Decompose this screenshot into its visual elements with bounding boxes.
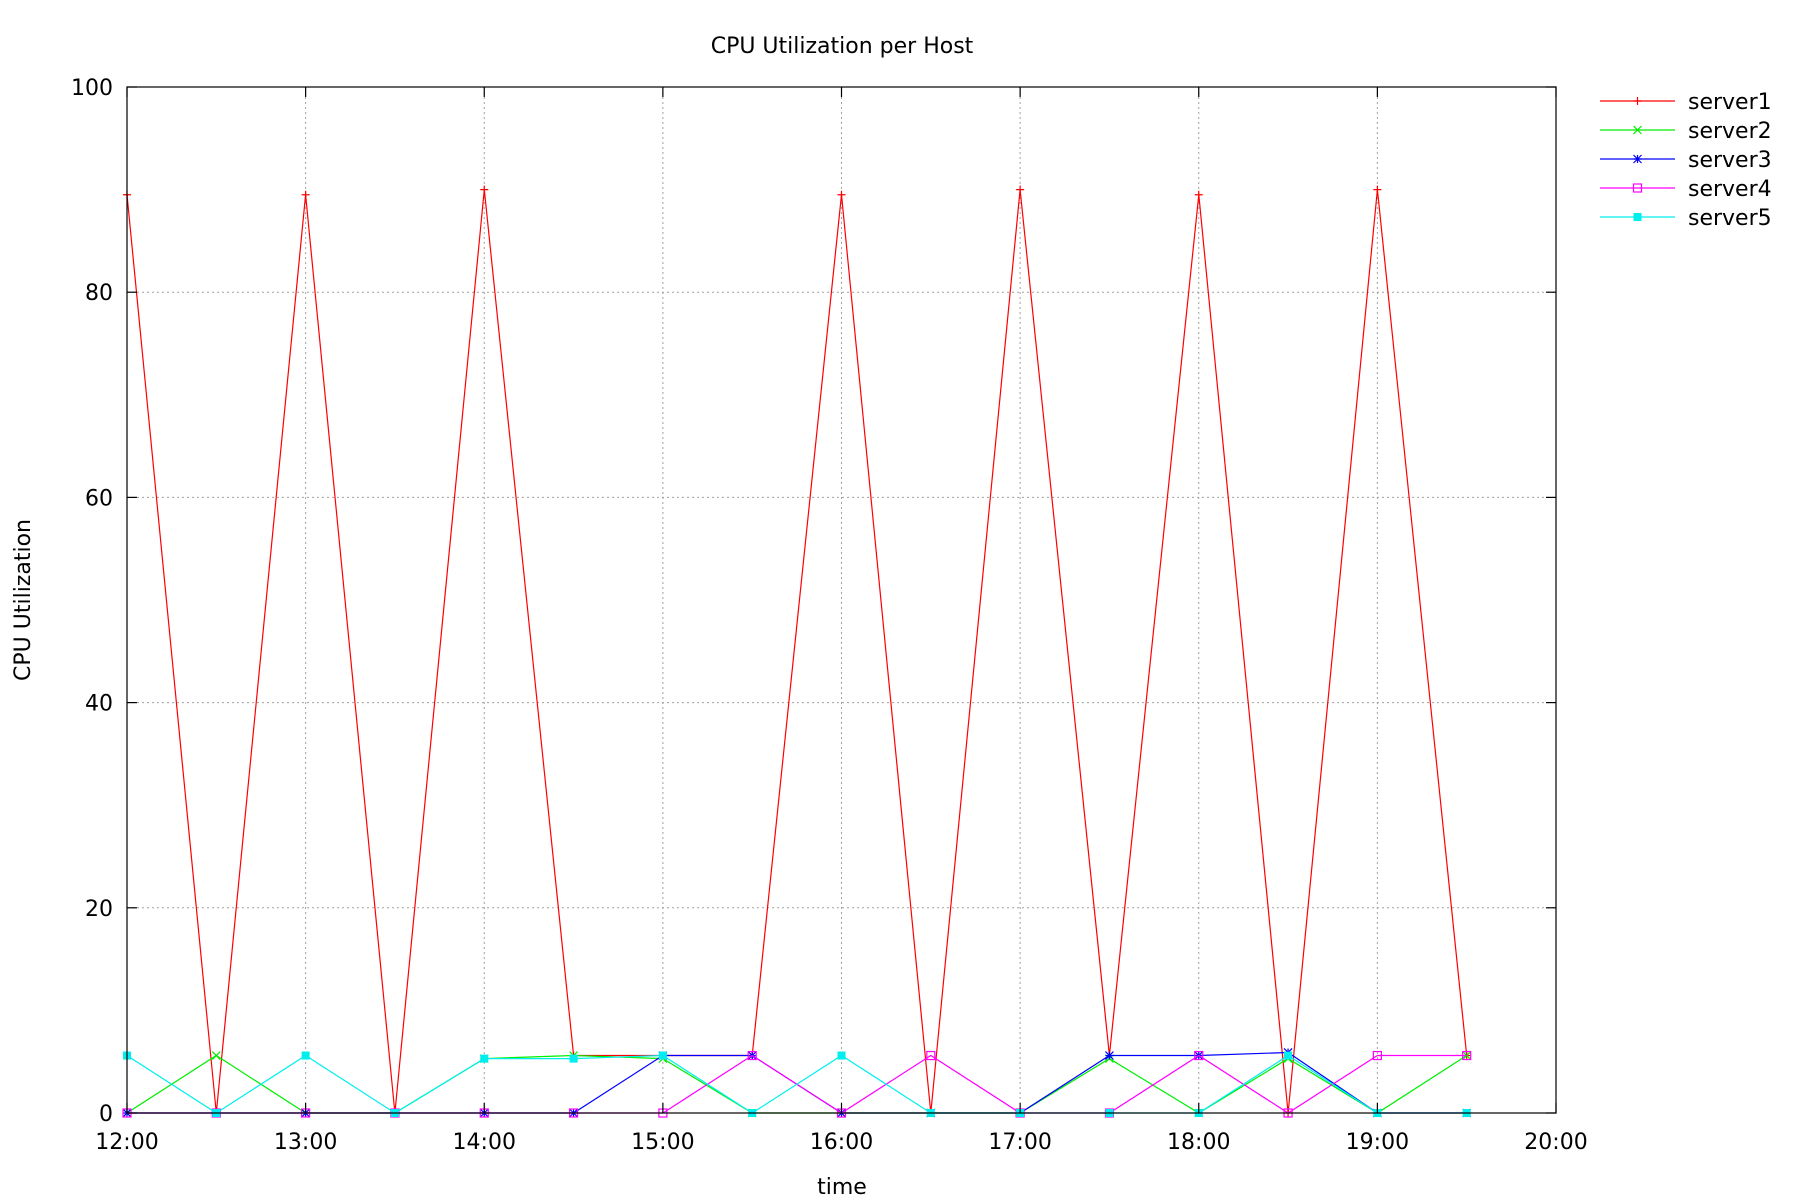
series-area (122, 185, 1472, 1118)
plot-frame (126, 86, 1557, 1114)
data-point-server5-shape (480, 1054, 489, 1063)
legend-item-server2: server2 (1600, 119, 1772, 144)
series-line-server1 (126, 189, 1468, 1114)
series-server1 (123, 185, 1471, 1117)
data-point-server4 (1462, 1050, 1472, 1061)
legend-marker-server4-shape (1632, 183, 1643, 193)
data-point-server1 (1016, 185, 1025, 194)
legend-marker-server2-shape (1633, 125, 1642, 135)
x-tick-label: 20:00 (1524, 1130, 1587, 1155)
data-point-server4-shape (926, 1050, 936, 1061)
data-point-server5-shape (569, 1054, 578, 1063)
legend-label-server4: server4 (1688, 177, 1772, 202)
data-point-server1 (1194, 190, 1203, 199)
legend-marker-server3 (1633, 154, 1642, 164)
legend-label-server2: server2 (1688, 119, 1772, 144)
data-point-server5-shape (301, 1051, 310, 1060)
grid (127, 87, 1556, 1113)
data-point-server1 (480, 185, 489, 194)
data-point-server5 (301, 1051, 310, 1060)
legend-marker-server3-shape (1633, 154, 1642, 164)
y-tick-label: 60 (85, 486, 113, 511)
data-point-server1-shape (837, 190, 846, 199)
data-point-server1 (837, 190, 846, 199)
x-axis-title: time (817, 1175, 867, 1200)
y-tick-label: 40 (85, 692, 113, 717)
data-point-server5 (569, 1054, 578, 1063)
axis-ticks: 0 20 40 60 80 100 12:00 13:00 14:00 15:00 16:00 17:… (71, 76, 1588, 1155)
x-tick-label: 19:00 (1346, 1130, 1409, 1155)
legend-marker-server4 (1632, 183, 1643, 193)
x-tick-label: 18:00 (1167, 1130, 1230, 1155)
x-tick-label: 13:00 (274, 1130, 337, 1155)
y-tick-label: 0 (99, 1102, 113, 1127)
legend-item-server4: server4 (1600, 177, 1772, 202)
data-point-server4 (1194, 1050, 1204, 1061)
x-tick-label: 14:00 (453, 1130, 516, 1155)
series-line-server5 (126, 1054, 1467, 1114)
data-point-server5 (480, 1054, 489, 1063)
series-server3 (122, 1048, 1472, 1118)
data-point-server4 (1372, 1050, 1382, 1061)
legend-marker-server1 (1633, 97, 1642, 105)
data-point-server5-shape (837, 1051, 846, 1060)
data-point-server1-shape (301, 190, 310, 199)
y-tick-label: 80 (85, 281, 113, 306)
chart-title: CPU Utilization per Host (711, 34, 974, 59)
legend-item-server1: server1 (1600, 90, 1772, 115)
data-point-server4-shape (1462, 1050, 1472, 1061)
y-tick-label: 100 (71, 76, 113, 101)
data-point-server1-shape (1194, 190, 1203, 199)
legend-label-server5: server5 (1688, 206, 1772, 231)
series-server5 (123, 1051, 1471, 1117)
legend: server1 server2 server3 server4 server5 (1600, 90, 1772, 231)
y-axis-title: CPU Utilization (11, 519, 36, 681)
y-tick-label: 20 (85, 897, 113, 922)
legend-marker-server5-shape (1633, 213, 1642, 221)
legend-item-server3: server3 (1600, 148, 1772, 173)
data-point-server4-shape (1372, 1050, 1382, 1061)
data-point-server2 (211, 1051, 221, 1060)
x-tick-label: 12:00 (95, 1130, 158, 1155)
data-point-server4-shape (747, 1050, 757, 1061)
legend-label-server1: server1 (1688, 90, 1772, 115)
data-point-server3 (1105, 1051, 1114, 1060)
data-point-server2-shape (211, 1051, 221, 1060)
data-point-server4-shape (1194, 1050, 1204, 1061)
legend-item-server5: server5 (1600, 206, 1772, 231)
x-tick-label: 16:00 (810, 1130, 873, 1155)
data-point-server5-shape (1284, 1051, 1293, 1060)
data-point-server1 (1373, 185, 1382, 194)
data-point-server1-shape (1016, 185, 1025, 194)
legend-marker-server5 (1633, 213, 1642, 221)
data-point-server5 (658, 1051, 667, 1060)
legend-marker-server2 (1633, 125, 1642, 135)
data-point-server4 (747, 1050, 757, 1061)
legend-label-server3: server3 (1688, 148, 1772, 173)
legend-marker-server1-shape (1633, 97, 1642, 105)
data-point-server4 (926, 1050, 936, 1061)
x-tick-label: 15:00 (631, 1130, 694, 1155)
data-point-server3-shape (1105, 1051, 1114, 1060)
series-line-server3 (127, 1051, 1467, 1114)
data-point-server5 (837, 1051, 846, 1060)
data-point-server1 (301, 190, 310, 199)
x-tick-label: 17:00 (988, 1130, 1051, 1155)
data-point-server1-shape (1373, 185, 1382, 194)
data-point-server1-shape (480, 185, 489, 194)
data-point-server5-shape (658, 1051, 667, 1060)
data-point-server5 (1284, 1051, 1293, 1060)
